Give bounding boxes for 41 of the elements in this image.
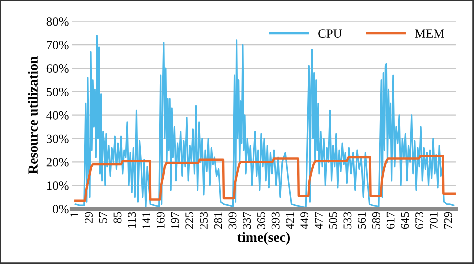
x-axis-title: time(sec)	[238, 232, 290, 245]
x-tick-label: 561	[358, 212, 366, 229]
x-tick-label: 617	[386, 212, 395, 230]
x-tick-label: 113	[128, 212, 136, 228]
line-series	[74, 155, 456, 202]
y-tick-label: 0%	[53, 205, 69, 214]
x-tick-label: 253	[200, 212, 208, 230]
x-tick-label: 337	[243, 212, 252, 230]
x-tick-label: 29	[85, 212, 93, 224]
x-tick-label: 225	[186, 212, 194, 230]
x-tick-label: 309	[228, 212, 237, 230]
x-tick-label: 589	[372, 212, 380, 229]
x-tick-label: 197	[171, 212, 180, 229]
x-tick-label: 701	[430, 212, 438, 229]
x-tick-label: 365	[258, 212, 266, 230]
x-tick-label: 141	[142, 212, 150, 229]
y-tick-label: 40%	[46, 111, 69, 120]
y-tick-label: 10%	[47, 182, 69, 190]
y-tick-label: 80%	[46, 18, 69, 26]
y-tick-label: 30%	[46, 134, 69, 144]
x-tick-label: 505	[329, 212, 338, 229]
x-tick-label: 393	[272, 212, 280, 230]
y-tick-label: 50%	[47, 88, 69, 96]
x-tick-label: 533	[344, 212, 352, 229]
x-tick-label: 673	[416, 212, 424, 230]
x-tick-label: 477	[315, 212, 323, 230]
x-tick-label: 1	[70, 212, 78, 217]
x-tick-label: 729	[444, 212, 452, 229]
x-tick-label: 281	[214, 212, 222, 230]
legend-label: CPU	[318, 30, 342, 38]
x-tick-label: 85	[114, 212, 122, 224]
y-tick-label: 60%	[46, 64, 69, 74]
x-tick-label: 57	[99, 212, 108, 223]
x-tick-label: 169	[156, 212, 165, 229]
x-tick-label: 421	[286, 212, 294, 230]
legend-label: MEM	[415, 30, 444, 38]
x-tick-label: 449	[300, 212, 309, 230]
x-tick-label: 645	[401, 212, 410, 230]
y-axis-title: Resource utilization	[28, 56, 38, 174]
y-tick-label: 70%	[47, 41, 69, 50]
y-tick-label: 20%	[46, 158, 69, 167]
